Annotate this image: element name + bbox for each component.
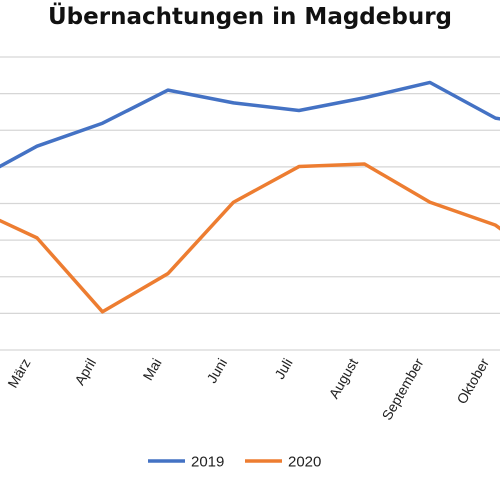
series-line-2019 [0,80,500,169]
x-tick-label: April [71,356,99,388]
gridlines [0,56,500,351]
x-tick-label: Juli [271,356,295,382]
series-line-2020 [0,162,500,314]
legend-label-2019: 2019 [191,454,224,471]
x-tick-label: Juni [203,356,230,386]
legend: 2019 2020 [148,454,321,471]
x-tick-label: März [4,356,33,391]
x-tick-label: September [378,355,426,423]
x-axis-tick-labels: März April Mai Juni Juli August September Oktob… [4,355,492,423]
x-tick-label: August [325,355,361,401]
series-lines [0,80,500,314]
x-tick-label: Oktober [453,355,492,406]
x-tick-label: Mai [139,356,164,384]
legend-label-2020: 2020 [288,454,321,471]
chart-title: Übernachtungen in Magdeburg [48,4,453,30]
